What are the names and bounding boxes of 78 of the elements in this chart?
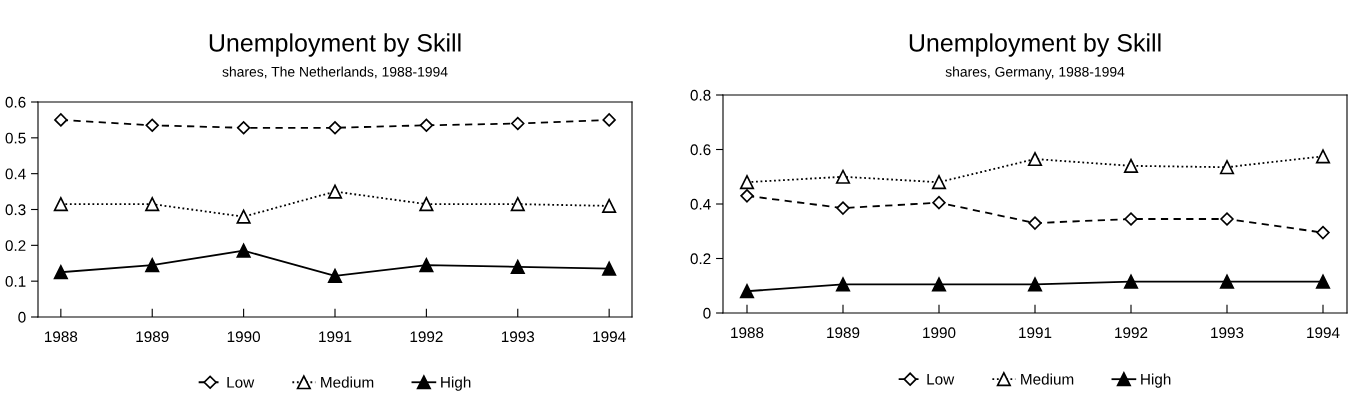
y-tick-label: 0.2: [690, 253, 711, 265]
point: [510, 259, 525, 274]
point: [236, 243, 251, 258]
y-tick-label: 0.1: [5, 276, 26, 287]
legend-label: Low: [927, 374, 955, 385]
y-tick-label: 0: [703, 307, 711, 319]
y-tick-label: 0.3: [5, 204, 26, 216]
x-tick-label: 1991: [319, 331, 352, 343]
point: [1123, 274, 1139, 289]
point: [602, 198, 617, 214]
x-tick-label: 1991: [1019, 327, 1052, 339]
point: [739, 284, 755, 299]
point: [1027, 277, 1043, 292]
point: [1027, 151, 1043, 167]
legend-label: High: [1141, 373, 1171, 388]
y-tick-label: 0.6: [690, 144, 711, 156]
point: [510, 197, 525, 212]
point: [511, 116, 525, 131]
y-tick-label: 0.2: [5, 240, 26, 252]
point: [419, 257, 434, 273]
point: [1028, 216, 1042, 230]
y-tick-label: 0.8: [690, 89, 711, 101]
point: [1123, 158, 1139, 173]
point: [835, 169, 851, 184]
point: [236, 121, 251, 135]
y-tick-label: 0.4: [690, 198, 711, 210]
x-tick-label: 1993: [501, 331, 535, 343]
legend-label: Low: [227, 377, 255, 388]
point: [53, 197, 68, 212]
point: [327, 184, 343, 199]
point: [236, 209, 251, 224]
x-tick-label: 1994: [1307, 327, 1340, 339]
chart-title: Unemployment by Skill: [909, 33, 1161, 57]
x-tick-label: 1988: [45, 331, 78, 343]
point: [1220, 212, 1234, 226]
point: [931, 175, 947, 190]
point: [53, 265, 68, 280]
point: [739, 175, 755, 190]
x-tick-label: 1990: [227, 331, 261, 343]
x-tick-label: 1994: [593, 331, 626, 343]
point: [1219, 160, 1235, 175]
legend-label: Medium: [1021, 373, 1074, 385]
point: [327, 268, 343, 283]
point: [1219, 274, 1235, 289]
point: [602, 113, 616, 127]
x-tick-label: 1989: [827, 327, 860, 339]
point: [740, 189, 754, 203]
legend-label: High: [441, 376, 471, 391]
point: [1315, 149, 1331, 164]
point: [1124, 212, 1138, 226]
y-tick-label: 0: [18, 311, 26, 323]
point: [145, 257, 160, 273]
point: [419, 118, 434, 133]
chart-title: Unemployment by Skill: [209, 33, 461, 57]
y-tick-label: 0.6: [5, 96, 26, 108]
point: [145, 118, 159, 133]
point: [836, 201, 850, 215]
point: [835, 277, 851, 292]
point: [932, 195, 946, 210]
point: [419, 197, 434, 212]
legend-label: Medium: [321, 376, 374, 388]
chart-subtitle: shares, Germany, 1988-1994: [945, 66, 1125, 80]
x-tick-label: 1988: [731, 327, 764, 339]
point: [54, 113, 68, 127]
point: [602, 261, 617, 276]
point: [145, 197, 160, 212]
point: [328, 121, 342, 135]
chart-subtitle: shares, The Netherlands, 1988-1994: [222, 66, 448, 79]
x-tick-label: 1989: [136, 331, 169, 343]
point: [931, 277, 947, 292]
point: [1316, 225, 1330, 240]
point: [1315, 274, 1331, 289]
x-tick-label: 1990: [923, 327, 956, 339]
x-tick-label: 1992: [410, 331, 443, 343]
y-tick-label: 0.4: [5, 168, 26, 180]
x-tick-label: 1992: [1115, 327, 1148, 339]
x-tick-label: 1993: [1211, 327, 1244, 339]
y-tick-label: 0.5: [5, 132, 26, 144]
